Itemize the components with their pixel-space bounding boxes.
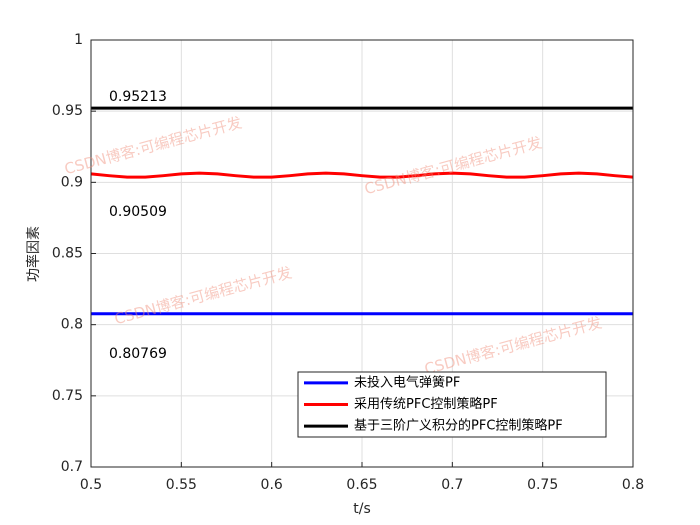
x-tick-label: 0.55 bbox=[166, 477, 197, 493]
y-tick-label: 1 bbox=[74, 32, 83, 48]
x-tick-label: 0.6 bbox=[261, 477, 283, 493]
x-tick-label: 0.65 bbox=[346, 477, 377, 493]
x-tick-label: 0.7 bbox=[441, 477, 463, 493]
legend-box bbox=[297, 371, 607, 438]
y-tick-label: 0.85 bbox=[52, 246, 83, 262]
y-tick-label: 0.75 bbox=[52, 388, 83, 404]
annotation: 0.80769 bbox=[109, 346, 167, 362]
legend-label: 基于三阶广义积分的PFC控制策略PF bbox=[354, 418, 563, 434]
legend-label: 采用传统PFC控制策略PF bbox=[354, 396, 498, 412]
annotation: 0.95213 bbox=[109, 89, 167, 105]
legend: 未投入电气弹簧PF 采用传统PFC控制策略PF 基于三阶广义积分的PFC控制策略PF bbox=[297, 371, 607, 438]
axes-box bbox=[90, 39, 634, 468]
series-line bbox=[90, 171, 634, 179]
y-tick-label: 0.9 bbox=[61, 174, 83, 190]
y-tick-label: 0.7 bbox=[61, 459, 83, 475]
x-axis-label: t/s bbox=[353, 501, 371, 517]
y-tick-label: 0.8 bbox=[61, 317, 83, 333]
x-tick-label: 0.5 bbox=[80, 477, 102, 493]
annotation: 0.90509 bbox=[109, 204, 167, 220]
x-tick-label: 0.8 bbox=[622, 477, 644, 493]
x-tick-label: 0.75 bbox=[527, 477, 558, 493]
y-axis-label: 功率因素 bbox=[25, 226, 42, 282]
legend-label: 未投入电气弹簧PF bbox=[354, 374, 460, 390]
y-tick-label: 0.95 bbox=[52, 103, 83, 119]
